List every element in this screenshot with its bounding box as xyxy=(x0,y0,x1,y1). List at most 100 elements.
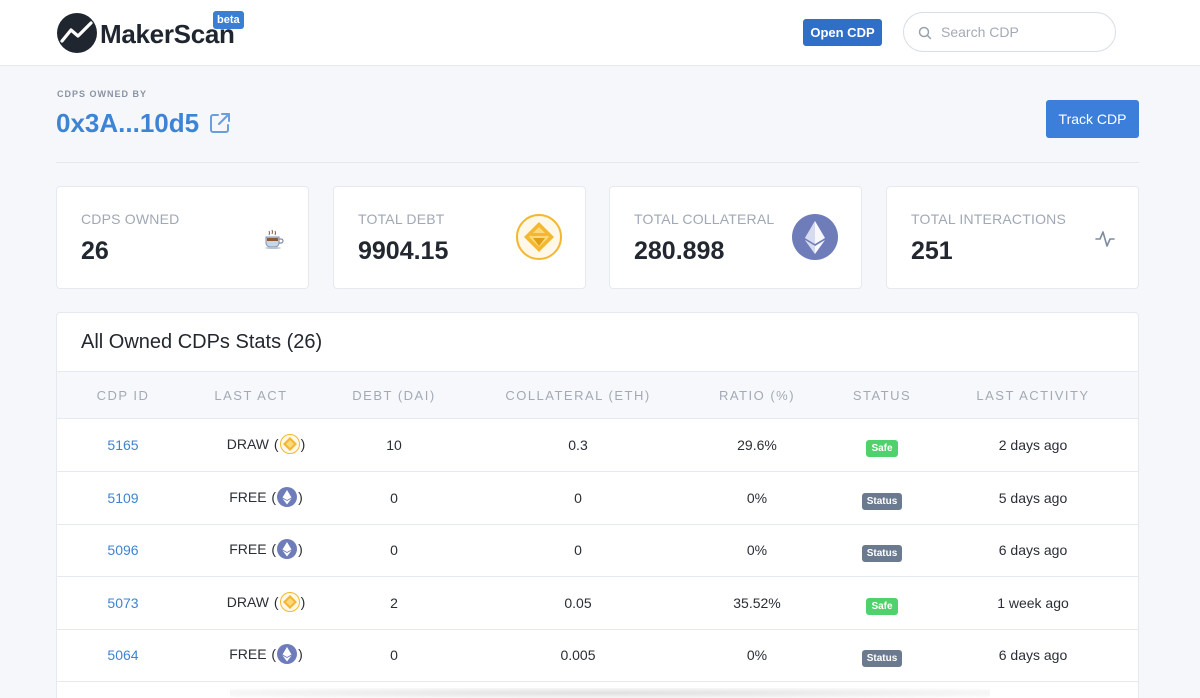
paren-close: ) xyxy=(300,436,306,452)
ethereum-coin-icon xyxy=(277,539,298,559)
stat-card-cdps-owned: CDPS OWNED 26 xyxy=(56,186,309,289)
stat-card-total-debt: TOTAL DEBT 9904.15 xyxy=(333,186,586,289)
paren-close: ) xyxy=(300,593,306,610)
search-input[interactable] xyxy=(941,21,1106,43)
last-act-cell: FREE () xyxy=(191,539,341,559)
collateral-cell: 0.3 xyxy=(568,437,588,453)
stat-label: TOTAL COLLATERAL xyxy=(634,211,775,227)
status-cell: Safe xyxy=(832,438,932,457)
column-header-ratio: RATIO (%) xyxy=(718,388,796,403)
last-act-label: DRAW xyxy=(226,593,270,610)
last-act-wrap: DRAW () xyxy=(226,591,306,612)
debt-cell: 10 xyxy=(386,437,402,453)
status-badge: Safe xyxy=(866,597,898,615)
status-badge: Safe xyxy=(866,440,898,457)
table-row[interactable]: 5064 FREE () 0 0.005 0% Status 6 days ago xyxy=(57,630,1138,682)
table-header-row: CDP ID LAST ACT DEBT (DAI) COLLATERAL (E… xyxy=(57,371,1138,419)
last-activity-cell: 2 days ago xyxy=(998,437,1068,453)
track-cdp-button[interactable]: Track CDP xyxy=(1046,100,1139,138)
column-header-status: STATUS xyxy=(852,388,912,403)
stat-card-total-collateral: TOTAL COLLATERAL 280.898 xyxy=(609,186,862,289)
makerscan-logo-icon xyxy=(57,13,97,53)
ethereum-coin-icon xyxy=(792,214,838,260)
act-coin xyxy=(277,539,298,559)
status-cell: Status xyxy=(832,648,932,667)
last-act-wrap: FREE () xyxy=(229,486,303,507)
paren-open: ( xyxy=(267,488,277,505)
stat-value: 26 xyxy=(81,237,109,265)
stat-card-total-interactions: TOTAL INTERACTIONS 251 xyxy=(886,186,1139,289)
beta-badge: beta xyxy=(213,11,244,29)
paren-open: ( xyxy=(267,646,277,662)
owner-label: CDPS OWNED BY xyxy=(57,89,148,99)
activity-pulse-icon xyxy=(1095,231,1115,247)
table-title: All Owned CDPs Stats (26) xyxy=(81,331,323,353)
stat-value: 280.898 xyxy=(634,237,725,265)
last-activity-cell: 6 days ago xyxy=(998,542,1068,558)
status-cell: Status xyxy=(832,543,932,562)
debt-cell: 2 xyxy=(390,594,398,611)
cdp-id-link[interactable]: 5073 xyxy=(107,594,139,611)
last-act-label: DRAW xyxy=(226,436,270,452)
table-row[interactable]: 5073 DRAW () 2 0.05 35.52% Safe 1 week ago xyxy=(57,578,1138,630)
last-act-label: FREE xyxy=(229,646,267,662)
last-act-cell: FREE () xyxy=(191,486,341,507)
cdp-id-link[interactable]: 5096 xyxy=(107,542,139,558)
last-act-cell: FREE () xyxy=(191,644,341,664)
search-box[interactable] xyxy=(903,12,1116,52)
stat-label: CDPS OWNED xyxy=(81,211,180,227)
owned-cdps-table-card: All Owned CDPs Stats (26) CDP ID LAST AC… xyxy=(56,312,1139,698)
stat-value: 251 xyxy=(911,237,953,265)
column-header-collateral: COLLATERAL (ETH) xyxy=(505,388,651,403)
last-act-label: FREE xyxy=(229,541,267,557)
status-badge: Status xyxy=(861,650,903,667)
act-coin xyxy=(277,644,298,664)
collateral-cell: 0 xyxy=(574,489,582,506)
status-badge: Status xyxy=(861,545,903,562)
makerscan-logo[interactable]: MakerScan beta xyxy=(56,11,256,55)
ratio-cell: 0% xyxy=(746,489,768,506)
last-act-wrap: FREE () xyxy=(229,644,303,664)
cdp-id-link[interactable]: 5109 xyxy=(107,489,139,506)
stat-label: TOTAL DEBT xyxy=(358,211,445,227)
coffee-cup-icon xyxy=(265,229,284,249)
column-header-last-activity: LAST ACTIVITY xyxy=(976,388,1090,403)
paren-open: ( xyxy=(270,436,279,452)
last-act-label: FREE xyxy=(229,488,267,505)
ratio-cell: 0% xyxy=(746,647,768,663)
last-act-cell: DRAW () xyxy=(191,591,341,612)
last-activity-cell: 6 days ago xyxy=(998,647,1068,663)
paren-close: ) xyxy=(298,646,303,662)
last-act-cell: DRAW () xyxy=(191,434,341,454)
ratio-cell: 0% xyxy=(746,542,768,558)
cdp-id-link[interactable]: 5165 xyxy=(107,437,139,453)
owner-address[interactable]: 0x3A...10d5 xyxy=(56,108,200,138)
paren-close: ) xyxy=(298,541,303,557)
debt-cell: 0 xyxy=(390,542,398,558)
scroll-shadow xyxy=(230,688,990,698)
dai-coin-icon xyxy=(279,591,300,612)
dai-coin-icon xyxy=(279,434,300,454)
top-header: MakerScan beta Open CDP xyxy=(0,0,1200,66)
logo-text: MakerScan xyxy=(100,19,235,49)
act-coin xyxy=(277,486,298,507)
paren-close: ) xyxy=(298,488,303,505)
table-row[interactable]: 5096 FREE () 0 0 0% Status 6 days ago xyxy=(57,525,1138,577)
ethereum-coin-icon xyxy=(277,644,298,664)
collateral-cell: 0 xyxy=(574,542,582,558)
table-row[interactable]: 5109 FREE () 0 0 0% Status 5 days ago xyxy=(57,473,1138,525)
stat-label: TOTAL INTERACTIONS xyxy=(911,211,1067,227)
status-badge: Status xyxy=(861,492,903,510)
debt-cell: 0 xyxy=(390,489,398,506)
section-divider xyxy=(56,162,1139,163)
external-link-icon[interactable] xyxy=(208,111,232,135)
last-activity-cell: 5 days ago xyxy=(998,489,1068,506)
cdp-id-link[interactable]: 5064 xyxy=(107,647,139,663)
status-cell: Status xyxy=(832,491,932,510)
collateral-cell: 0.005 xyxy=(560,647,596,663)
search-icon xyxy=(918,26,932,40)
act-coin xyxy=(279,434,300,454)
column-header-last-act: LAST ACT xyxy=(214,388,288,403)
open-cdp-button[interactable]: Open CDP xyxy=(803,19,882,46)
table-row[interactable]: 5165 DRAW () 10 0.3 29.6% Safe 2 days ago xyxy=(57,420,1138,472)
